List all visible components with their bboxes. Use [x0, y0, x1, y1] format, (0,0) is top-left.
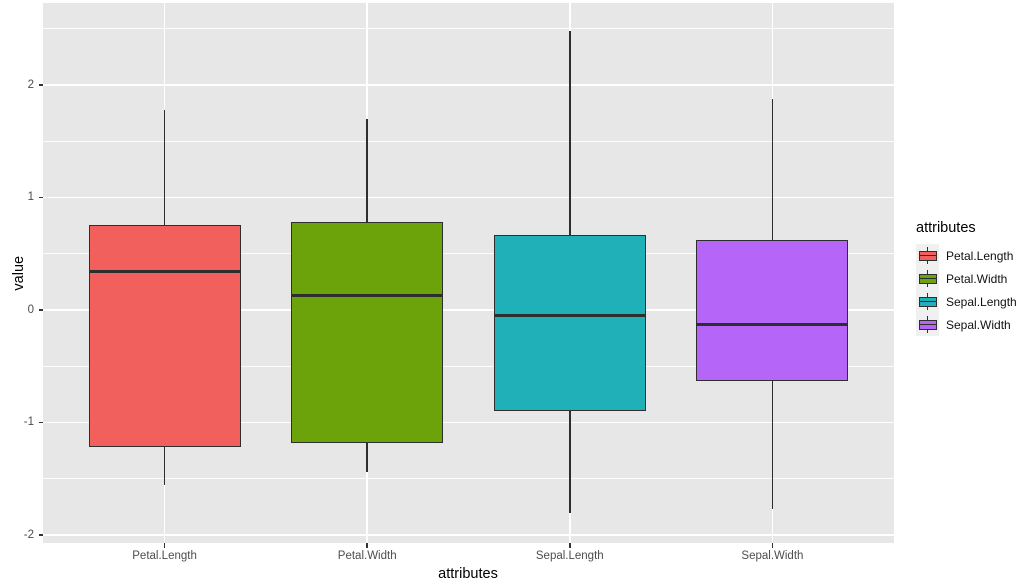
y-axis-title: value — [10, 255, 27, 291]
gridline-major — [43, 84, 894, 86]
y-tick-mark — [38, 309, 43, 311]
legend-key-median — [918, 254, 937, 257]
y-tick-mark — [38, 196, 43, 199]
median-Petal.Length — [88, 270, 241, 274]
x-axis-title: attributes — [438, 566, 498, 582]
legend-item-Petal.Length: Petal.Length — [916, 244, 1017, 267]
legend-item-Petal.Width: Petal.Width — [916, 267, 1017, 290]
legend-item-Sepal.Length: Sepal.Length — [916, 290, 1017, 313]
legend-key-boxplot-icon — [916, 313, 939, 336]
gridline-major — [43, 196, 894, 199]
whisker-lower-Sepal.Width — [771, 381, 774, 510]
legend-key-boxplot-icon — [916, 267, 939, 290]
y-tick-mark — [38, 84, 43, 86]
y-tick-label: 2 — [27, 78, 34, 91]
box-Petal.Width — [291, 222, 444, 443]
gridline-major — [43, 421, 894, 424]
median-Petal.Width — [291, 294, 444, 297]
whisker-upper-Sepal.Length — [569, 31, 571, 235]
box-Sepal.Width — [696, 240, 849, 381]
whisker-lower-Petal.Length — [163, 447, 166, 485]
legend-key-boxplot-icon — [916, 244, 939, 267]
x-tick-mark — [163, 543, 166, 548]
legend-key-median — [918, 300, 937, 303]
legend-items: Petal.Length Petal.Width Sepal.Length Sepal… — [916, 244, 1017, 336]
legend-key-boxplot-icon — [916, 290, 939, 313]
box-Petal.Length — [88, 224, 241, 448]
whisker-lower-Sepal.Length — [569, 411, 571, 513]
gridline-minor — [43, 28, 894, 30]
whisker-upper-Sepal.Width — [771, 98, 774, 241]
median-Sepal.Width — [696, 323, 849, 327]
x-tick-label: Petal.Width — [337, 550, 397, 562]
y-tick-label: -1 — [23, 416, 34, 429]
legend: attributes Petal.Length Petal.Width Sepal.… — [916, 220, 1017, 336]
x-tick-label: Sepal.Length — [535, 550, 604, 562]
legend-label: Petal.Width — [946, 271, 1008, 286]
gridline-minor — [43, 365, 894, 367]
plot-panel — [43, 3, 894, 543]
x-tick-mark — [771, 543, 774, 548]
gridline-minor — [43, 253, 894, 255]
gridline-major — [43, 309, 894, 311]
legend-label: Petal.Length — [946, 248, 1014, 263]
y-tick-label: 1 — [27, 191, 34, 204]
gridline-minor — [43, 140, 894, 142]
median-Sepal.Length — [493, 314, 646, 318]
whisker-upper-Petal.Width — [366, 118, 368, 223]
box-Sepal.Length — [493, 234, 646, 412]
legend-title: attributes — [916, 220, 976, 236]
legend-key-median — [918, 277, 937, 280]
whisker-lower-Petal.Width — [366, 442, 368, 473]
y-tick-mark — [38, 534, 43, 536]
gridline-major — [43, 534, 894, 536]
x-tick-label: Sepal.Width — [741, 550, 804, 562]
x-tick-mark — [366, 543, 368, 548]
y-tick-label: 0 — [27, 303, 34, 316]
legend-label: Sepal.Length — [946, 294, 1017, 309]
whisker-upper-Petal.Length — [163, 109, 166, 225]
y-tick-label: -2 — [23, 528, 34, 541]
legend-label: Sepal.Width — [946, 317, 1011, 332]
x-tick-mark — [569, 543, 571, 548]
legend-key-median — [918, 323, 937, 326]
x-tick-label: Petal.Length — [132, 550, 197, 562]
y-tick-mark — [38, 421, 43, 424]
legend-item-Sepal.Width: Sepal.Width — [916, 313, 1017, 336]
gridline-minor — [43, 478, 894, 480]
